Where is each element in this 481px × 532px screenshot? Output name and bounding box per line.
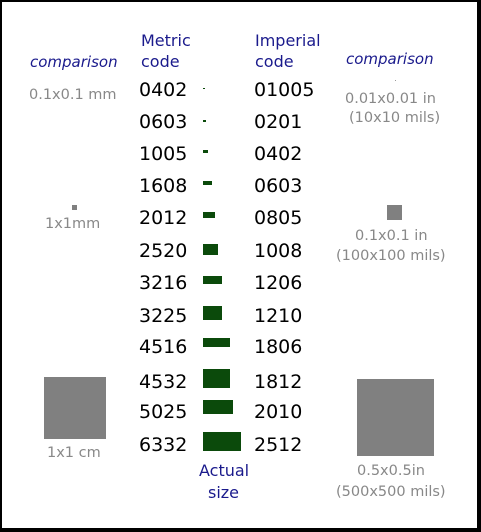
right-note-small-line2: (100x100 mils) xyxy=(336,248,446,264)
chip-5025 xyxy=(203,400,233,414)
right-note-tiny-line2: (10x10 mils) xyxy=(349,110,441,126)
right-square-100mil xyxy=(387,205,402,220)
actual-size-label-line2: size xyxy=(208,483,240,502)
right-comparison-heading: comparison xyxy=(346,50,434,68)
left-comparison-heading: comparison xyxy=(30,53,118,71)
right-note-large-line2: (500x500 mils) xyxy=(336,484,446,500)
chip-2012 xyxy=(203,212,215,218)
right-note-tiny-line1: 0.01x0.01 in xyxy=(345,91,436,107)
metric-code: 1608 xyxy=(139,175,188,197)
left-note-large: 1x1 cm xyxy=(47,445,101,461)
chip-3216 xyxy=(203,276,222,284)
imperial-code: 1210 xyxy=(254,305,303,327)
imperial-code: 1806 xyxy=(254,336,303,358)
right-square-500mil xyxy=(357,379,434,456)
chip-0603 xyxy=(203,120,206,122)
metric-code: 4516 xyxy=(139,336,188,358)
chip-6332 xyxy=(203,432,241,451)
metric-code: 5025 xyxy=(139,401,188,423)
metric-code-heading-line1: Metric xyxy=(141,31,191,50)
left-square-1cm xyxy=(44,377,106,439)
imperial-code: 01005 xyxy=(254,79,315,101)
left-note-tiny: 0.1x0.1 mm xyxy=(29,87,117,103)
left-note-small: 1x1mm xyxy=(45,216,101,232)
imperial-code: 0402 xyxy=(254,143,303,165)
metric-code: 2012 xyxy=(139,207,188,229)
metric-code: 6332 xyxy=(139,434,188,456)
chip-4532 xyxy=(203,369,230,388)
metric-code: 0402 xyxy=(139,79,188,101)
metric-code: 3225 xyxy=(139,305,188,327)
actual-size-label-line1: Actual xyxy=(199,461,250,480)
imperial-code: 0201 xyxy=(254,111,303,133)
imperial-code: 1008 xyxy=(254,240,303,262)
metric-code: 4532 xyxy=(139,371,188,393)
metric-code: 2520 xyxy=(139,240,188,262)
imperial-code: 2512 xyxy=(254,434,303,456)
imperial-code: 0603 xyxy=(254,175,303,197)
metric-code: 0603 xyxy=(139,111,188,133)
chip-1005 xyxy=(203,150,208,153)
metric-code-heading-line2: code xyxy=(141,52,180,71)
diagram-frame: comparison Metric code Imperial code com… xyxy=(2,2,477,528)
imperial-code: 1206 xyxy=(254,272,303,294)
imperial-code: 2010 xyxy=(254,401,303,423)
left-square-1mm xyxy=(72,205,77,210)
right-square-10mil xyxy=(395,80,396,81)
chip-0402 xyxy=(203,88,205,89)
right-note-small-line1: 0.1x0.1 in xyxy=(355,228,428,244)
metric-code: 1005 xyxy=(139,143,188,165)
imperial-code-heading-line1: Imperial xyxy=(255,31,321,50)
right-note-large-line1: 0.5x0.5in xyxy=(357,463,425,479)
chip-4516 xyxy=(203,338,230,347)
chip-1608 xyxy=(203,181,212,185)
imperial-code: 0805 xyxy=(254,207,303,229)
chip-3225 xyxy=(203,306,222,320)
chip-2520 xyxy=(203,244,218,255)
metric-code: 3216 xyxy=(139,272,188,294)
imperial-code: 1812 xyxy=(254,371,303,393)
imperial-code-heading-line2: code xyxy=(255,52,294,71)
